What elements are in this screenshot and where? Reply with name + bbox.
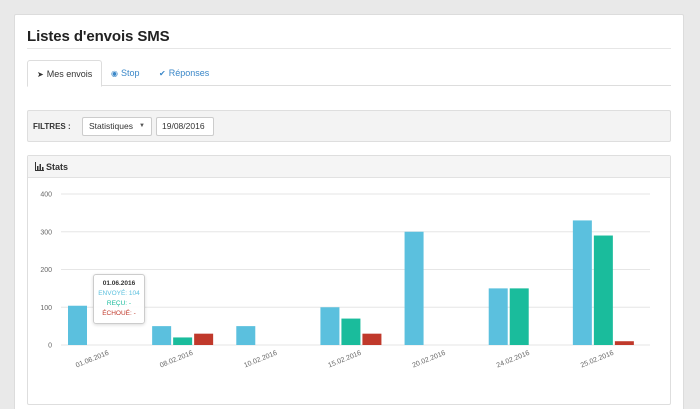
tooltip-sent: ENVOYÉ: 104 [98, 290, 140, 297]
bar-envoyé [488, 288, 508, 345]
bar-échoué [614, 341, 634, 345]
stats-panel: Stats 0 100 200 300 400 01.06.2016 08.02.2016 1… [27, 155, 671, 405]
bar-échoué [362, 333, 382, 345]
x-tick-label: 25.02.2016 [580, 350, 615, 370]
tab-label: Mes envois [46, 69, 93, 79]
tooltip-received: REÇU: - [106, 300, 132, 307]
y-tick-label: 400 [40, 192, 52, 199]
bar-envoyé [68, 305, 87, 345]
filters-bar: FILTRES : Statistiques ▼ 19/08/2016 [27, 110, 671, 142]
tab-label: Stop [120, 68, 140, 78]
tooltip-failed: ÉCHOUÉ: - [102, 310, 136, 317]
bar-reçu [341, 318, 361, 345]
check-icon: ✔ [159, 69, 166, 78]
select-value: Statistiques [89, 121, 133, 131]
tab-stop[interactable]: ◉ Stop [111, 60, 140, 86]
tab-label: Réponses [168, 68, 210, 78]
x-tick-label: 01.06.2016 [75, 350, 110, 370]
bar-reçu [509, 288, 529, 345]
date-field[interactable]: 19/08/2016 [156, 117, 214, 136]
caret-down-icon: ▼ [139, 123, 145, 129]
x-tick-label: 15.02.2016 [327, 350, 362, 370]
bar-échoué [194, 333, 214, 345]
tab-reponses[interactable]: ✔ Réponses [159, 60, 209, 86]
bar-envoyé [236, 326, 256, 345]
bar-envoyé [572, 220, 592, 345]
y-tick-label: 300 [40, 229, 52, 236]
paper-plane-icon: ➤ [37, 70, 44, 79]
stats-title: Stats [46, 162, 69, 172]
bar-reçu [173, 337, 193, 345]
bar-envoyé [320, 307, 340, 345]
circle-dot-icon: ◉ [111, 69, 118, 78]
filters-label: FILTRES : [33, 122, 71, 131]
main-card: Listes d'envois SMS ➤ Mes envois ◉ Stop ✔ R… [14, 14, 684, 409]
stats-bar-chart: 0 100 200 300 400 01.06.2016 08.02.2016 10.02.2… [40, 192, 650, 370]
y-tick-label: 100 [40, 305, 52, 312]
x-tick-label: 20.02.2016 [411, 350, 446, 370]
x-tick-label: 10.02.2016 [243, 350, 278, 370]
tab-bar: ➤ Mes envois ◉ Stop ✔ Réponses [27, 60, 671, 87]
chart-tooltip: 01.06.2016 ENVOYÉ: 104 REÇU: - ÉCHOUÉ: - [93, 274, 145, 324]
page-title: Listes d'envois SMS [27, 28, 170, 45]
bar-chart-icon [35, 162, 44, 171]
bar-reçu [593, 235, 613, 345]
tab-mes-envois[interactable]: ➤ Mes envois [27, 60, 103, 87]
stats-header: Stats [28, 156, 670, 178]
y-tick-label: 200 [40, 267, 52, 274]
title-divider [27, 48, 671, 49]
y-tick-label: 0 [48, 343, 52, 350]
tooltip-title: 01.06.2016 [102, 280, 136, 287]
stats-type-select[interactable]: Statistiques ▼ [82, 117, 152, 136]
x-tick-label: 08.02.2016 [159, 350, 194, 370]
bar-envoyé [152, 326, 172, 345]
x-tick-label: 24.02.2016 [496, 350, 531, 370]
bar-envoyé [404, 231, 424, 345]
